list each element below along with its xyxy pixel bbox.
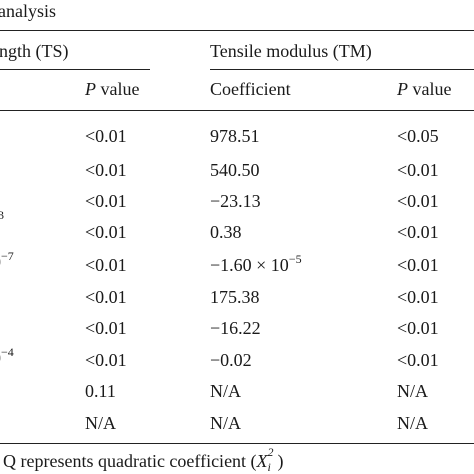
cell-ts-p: <0.01 <box>85 222 127 242</box>
cell-tm-p: N/A <box>397 381 428 401</box>
cell-tm-p: N/A <box>397 413 428 433</box>
cell-tm-coef: −23.13 <box>210 191 261 211</box>
cell-tm-p: <0.05 <box>397 126 439 146</box>
cell-ts-p: <0.01 <box>85 287 127 307</box>
table-caption-fragment: analysis <box>0 1 56 21</box>
left-fragment-exp-3: 3 <box>0 208 4 222</box>
cell-tm-coef: −0.02 <box>210 350 252 370</box>
cell-tm-p: <0.01 <box>397 287 439 307</box>
cell-tm-p: <0.01 <box>397 191 439 211</box>
cell-tm-p: <0.01 <box>397 350 439 370</box>
cell-ts-p: N/A <box>85 413 116 433</box>
table-header-rule <box>0 110 474 111</box>
cell-ts-p: <0.01 <box>85 191 127 211</box>
group-underline-ts <box>0 69 150 70</box>
cell-ts-p: <0.01 <box>85 350 127 370</box>
cell-tm-coef: 0.38 <box>210 222 242 242</box>
cell-ts-p: <0.01 <box>85 318 127 338</box>
cell-tm-coef: N/A <box>210 413 241 433</box>
header-tensile-strength: ngth (TS) <box>0 41 69 61</box>
subheader-tm-coefficient: Coefficient <box>210 79 291 99</box>
cell-tm-coef: N/A <box>210 381 241 401</box>
subheader-tm-p-value: P value <box>397 79 452 99</box>
cell-tm-coef: 540.50 <box>210 160 260 180</box>
cell-ts-p: <0.01 <box>85 160 127 180</box>
cell-tm-p: <0.01 <box>397 255 439 275</box>
cell-tm-p: <0.01 <box>397 160 439 180</box>
header-tensile-modulus: Tensile modulus (TM) <box>210 41 372 61</box>
cell-tm-coef: 175.38 <box>210 287 260 307</box>
cell-ts-p: 0.11 <box>85 381 116 401</box>
left-fragment-exp-7: 0−7 <box>0 249 14 271</box>
table-footnote: Q represents quadratic coefficient (X 2 i) <box>3 445 284 474</box>
table-bottom-rule <box>0 443 474 444</box>
cell-tm-coef: −16.22 <box>210 318 261 338</box>
left-fragment-exp-4: 0−4 <box>0 345 14 367</box>
cell-tm-p: <0.01 <box>397 222 439 242</box>
subheader-ts-p-value: P value <box>85 79 140 99</box>
table-top-rule <box>0 30 474 31</box>
group-underline-tm <box>210 69 474 70</box>
cell-tm-p: <0.01 <box>397 318 439 338</box>
cell-ts-p: <0.01 <box>85 126 127 146</box>
cell-tm-coef: −1.60 × 10−5 <box>210 252 302 275</box>
cell-tm-coef: 978.51 <box>210 126 260 146</box>
cell-ts-p: <0.01 <box>85 255 127 275</box>
